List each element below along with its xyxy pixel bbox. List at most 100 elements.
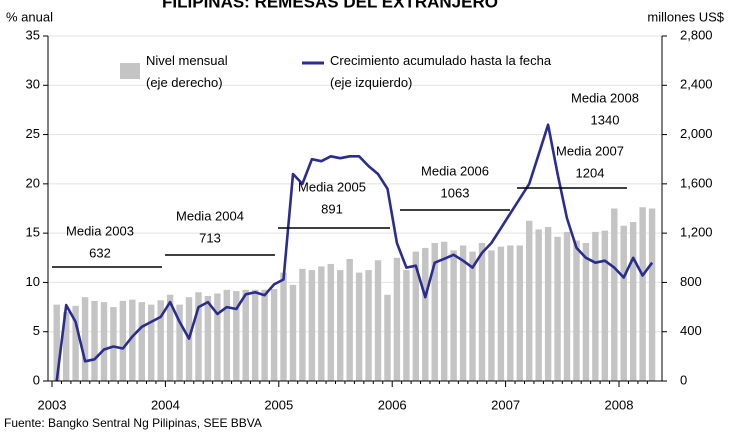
- bar: [412, 251, 420, 381]
- y-tick-label: 0: [33, 372, 40, 387]
- bar: [459, 245, 467, 381]
- y-tick-label: 35: [26, 27, 40, 42]
- y2-tick-label: 0: [680, 372, 687, 387]
- legend-label: Crecimiento acumulado hasta la fecha (ej…: [330, 53, 555, 90]
- bar: [450, 250, 457, 381]
- y2-tick-label: 2,400: [680, 77, 713, 92]
- bar: [535, 229, 542, 381]
- bar: [289, 284, 297, 381]
- bar: [440, 241, 448, 381]
- y2-tick-label: 400: [680, 323, 702, 338]
- y2-axis-label: millones US$: [647, 9, 724, 24]
- bar: [516, 245, 523, 381]
- bar: [488, 250, 495, 381]
- y2-tick-label: 800: [680, 274, 702, 289]
- annotation-label: Media 2008: [571, 90, 639, 105]
- bar: [195, 292, 202, 381]
- bar: [72, 305, 79, 381]
- annotation-label: Media 2003: [66, 223, 134, 238]
- bar: [119, 300, 127, 381]
- bar: [110, 307, 117, 381]
- bar: [176, 304, 183, 381]
- bar: [355, 272, 363, 381]
- bar: [469, 251, 476, 381]
- bar: [223, 289, 231, 381]
- y-tick-label: 15: [26, 225, 40, 240]
- bar: [204, 295, 212, 381]
- bar: [526, 220, 533, 381]
- x-tick-label: 2005: [264, 397, 293, 412]
- bar: [629, 222, 637, 381]
- bar: [374, 260, 382, 381]
- bar: [365, 270, 372, 381]
- annotation-label: Media 2005: [298, 179, 366, 194]
- bar: [280, 272, 287, 381]
- y-axis-label: % anual: [6, 9, 53, 24]
- chart-title: FILIPINAS: REMESAS DEL EXTRANJERO: [162, 0, 498, 11]
- bar: [592, 231, 599, 381]
- bar: [478, 243, 486, 381]
- x-tick-label: 2004: [151, 397, 180, 412]
- bar: [573, 240, 580, 381]
- bar: [129, 299, 136, 381]
- annotation-value: 632: [89, 245, 111, 260]
- bar: [138, 302, 145, 381]
- bar: [544, 226, 552, 381]
- x-tick-label: 2007: [491, 397, 520, 412]
- y2-tick-label: 1,200: [680, 225, 713, 240]
- y2-tick-label: 2,800: [680, 27, 713, 42]
- bar: [318, 266, 325, 381]
- bar: [422, 247, 429, 381]
- annotation-value: 1340: [591, 112, 620, 127]
- annotation-value: 1063: [441, 185, 470, 200]
- legend-swatch: [120, 63, 140, 79]
- bar: [611, 208, 618, 381]
- bar: [166, 294, 174, 381]
- bar: [507, 245, 514, 381]
- line: [55, 123, 654, 382]
- annotation-label: Media 2007: [556, 143, 624, 158]
- y2-tick-label: 1,600: [680, 175, 713, 190]
- bar: [346, 259, 353, 381]
- y-tick-label: 30: [26, 77, 40, 92]
- bar: [337, 270, 344, 381]
- bar: [327, 263, 334, 381]
- legend-label: Nivel mensual (eje derecho): [146, 53, 231, 90]
- annotation-value: 891: [321, 201, 343, 216]
- y-tick-label: 10: [26, 274, 40, 289]
- bar: [620, 225, 627, 381]
- bar: [639, 207, 646, 381]
- bar: [270, 289, 278, 381]
- y2-tick-label: 2,000: [680, 126, 713, 141]
- x-tick-label: 2003: [38, 397, 67, 412]
- annotation-label: Media 2004: [176, 208, 244, 223]
- annotation-value: 713: [199, 230, 221, 245]
- annotation-value: 1204: [576, 165, 605, 180]
- bar: [81, 297, 89, 381]
- bar: [582, 243, 590, 381]
- bar: [299, 268, 306, 381]
- bar: [62, 312, 70, 381]
- bar: [393, 257, 401, 381]
- bar: [251, 289, 259, 381]
- bar: [261, 289, 268, 381]
- y-tick-label: 5: [33, 323, 40, 338]
- annotation-label: Media 2006: [421, 163, 489, 178]
- bar: [157, 300, 164, 381]
- bar: [384, 294, 391, 381]
- bar: [91, 300, 98, 381]
- bar: [100, 302, 108, 381]
- bar: [53, 304, 60, 381]
- y-tick-label: 25: [26, 126, 40, 141]
- bar: [563, 231, 571, 381]
- x-tick-label: 2006: [378, 397, 407, 412]
- bar: [214, 293, 221, 381]
- source: Fuente: Bangko Sentral Ng Pilipinas, SEE…: [4, 416, 262, 430]
- bar: [554, 236, 561, 381]
- bar: [233, 291, 240, 381]
- bar: [648, 208, 656, 381]
- x-tick-label: 2008: [605, 397, 634, 412]
- bar: [308, 270, 316, 381]
